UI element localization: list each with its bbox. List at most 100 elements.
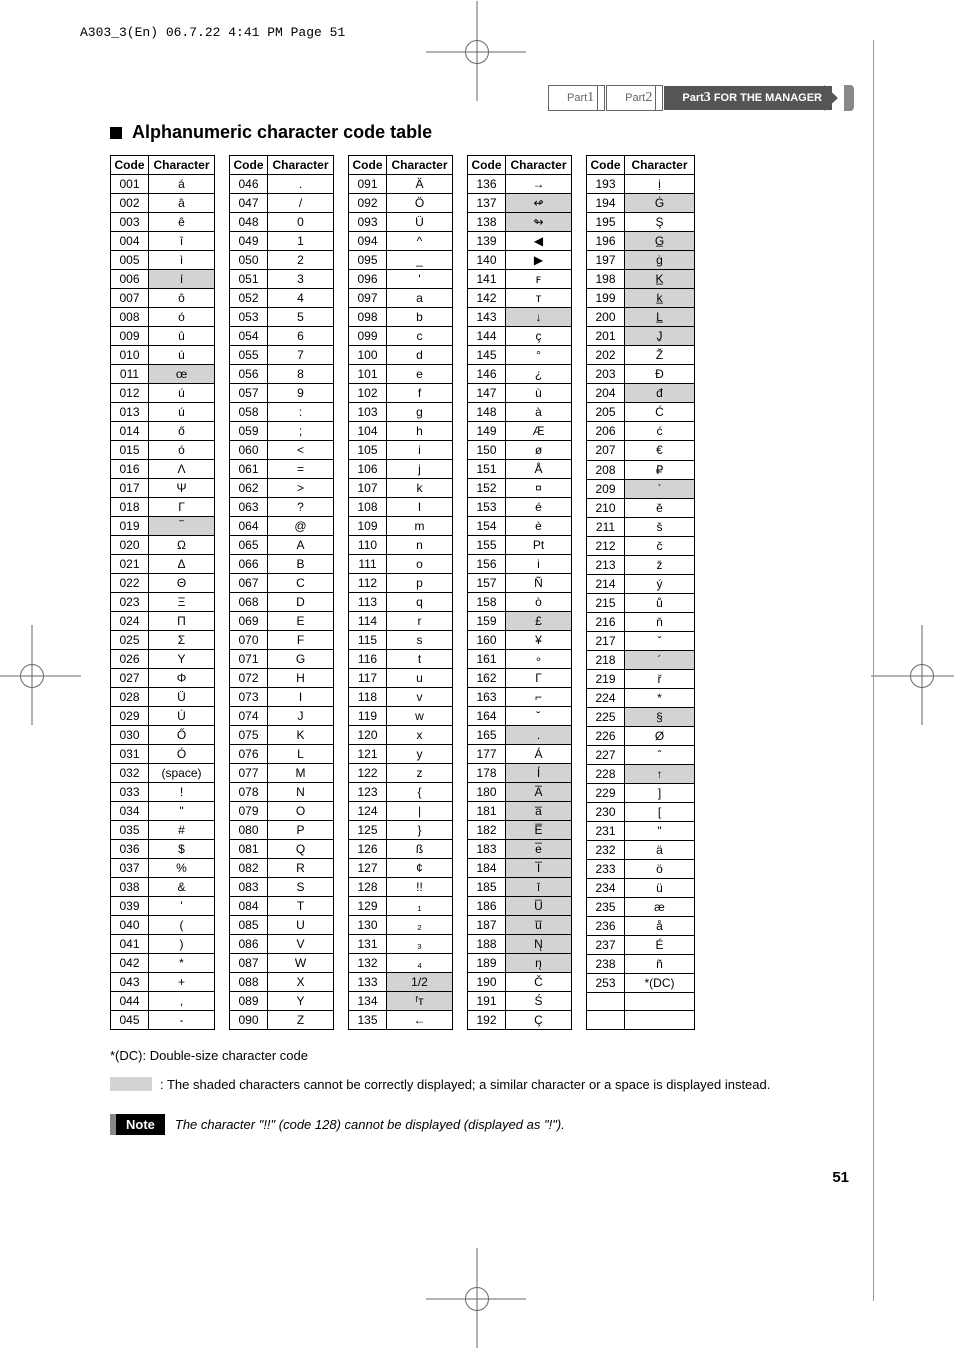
page-title: Alphanumeric character code table bbox=[132, 122, 432, 143]
table-cell-char: Ç bbox=[506, 1011, 572, 1030]
table-cell-code: 096 bbox=[349, 270, 387, 289]
table-cell-code: 090 bbox=[230, 1011, 268, 1030]
table-cell-char: Γ bbox=[506, 669, 572, 688]
table-cell-code: 078 bbox=[230, 783, 268, 802]
table-cell-char: ▶ bbox=[506, 251, 572, 270]
table-cell-code: 017 bbox=[111, 479, 149, 498]
table-cell-code: 059 bbox=[230, 422, 268, 441]
table-cell-char: ₄ bbox=[387, 954, 453, 973]
code-table-2: CodeCharacter046.047/0480049105020513052… bbox=[229, 155, 334, 1030]
table-cell-code: 063 bbox=[230, 498, 268, 517]
table-cell-char: Ġ bbox=[625, 194, 695, 213]
table-cell-char: ò bbox=[506, 593, 572, 612]
table-cell-code: 180 bbox=[468, 783, 506, 802]
table-cell-char: & bbox=[149, 878, 215, 897]
table-cell-code: 016 bbox=[111, 460, 149, 479]
table-cell-code: 087 bbox=[230, 954, 268, 973]
table-cell-code: 122 bbox=[349, 764, 387, 783]
table-cell-char: ] bbox=[625, 784, 695, 803]
table-cell-char: i bbox=[506, 555, 572, 574]
table-cell-char: Ő bbox=[149, 726, 215, 745]
table-cell-code: 002 bbox=[111, 194, 149, 213]
table-cell-char: q bbox=[387, 593, 453, 612]
table-cell-code: 150 bbox=[468, 441, 506, 460]
table-cell-char: ġ bbox=[625, 251, 695, 270]
table-cell-char: é bbox=[506, 498, 572, 517]
table-cell-code: 204 bbox=[587, 384, 625, 403]
table-cell-char: Θ bbox=[149, 574, 215, 593]
table-cell-code: 013 bbox=[111, 403, 149, 422]
table-cell-char: c bbox=[387, 327, 453, 346]
table-cell-char: , bbox=[149, 992, 215, 1011]
table-cell-code: 215 bbox=[587, 593, 625, 612]
table-cell-code: 081 bbox=[230, 840, 268, 859]
table-cell-code: 015 bbox=[111, 441, 149, 460]
table-cell-code: 069 bbox=[230, 612, 268, 631]
table-cell-code: 029 bbox=[111, 707, 149, 726]
table-cell-char: < bbox=[268, 441, 334, 460]
table-cell-code: 159 bbox=[468, 612, 506, 631]
table-cell-code: 079 bbox=[230, 802, 268, 821]
table-cell-char: ú bbox=[149, 384, 215, 403]
table-cell-code: 131 bbox=[349, 935, 387, 954]
table-cell-code: 021 bbox=[111, 555, 149, 574]
table-cell-char: a̅ bbox=[506, 802, 572, 821]
table-cell-code: 086 bbox=[230, 935, 268, 954]
table-cell-code: 217 bbox=[587, 631, 625, 650]
table-cell-char: y bbox=[387, 745, 453, 764]
table-cell-code: 011 bbox=[111, 365, 149, 384]
table-cell-char: ž bbox=[625, 555, 695, 574]
table-cell-char: n̨ bbox=[506, 954, 572, 973]
table-cell-char: K̲ bbox=[625, 270, 695, 289]
table-cell-char: ī bbox=[506, 878, 572, 897]
table-cell-char: f bbox=[387, 384, 453, 403]
table-cell-code: 145 bbox=[468, 346, 506, 365]
table-cell-char: !! bbox=[387, 878, 453, 897]
table-cell-code: 110 bbox=[349, 536, 387, 555]
table-cell-char: à bbox=[506, 403, 572, 422]
code-table-1: CodeCharacter001á002â003ê004î005ì006í007… bbox=[110, 155, 215, 1030]
th-code: Code bbox=[349, 156, 387, 175]
table-cell-code: 051 bbox=[230, 270, 268, 289]
table-cell-code: 034 bbox=[111, 802, 149, 821]
table-cell-char: Ø bbox=[625, 726, 695, 745]
table-cell-code: 141 bbox=[468, 270, 506, 289]
table-cell-char: ꜰ bbox=[506, 270, 572, 289]
table-cell-code: 218 bbox=[587, 650, 625, 669]
table-cell-char: Ä bbox=[387, 175, 453, 194]
table-cell-char: ő bbox=[149, 422, 215, 441]
breadcrumb-part1: Part1 bbox=[548, 85, 605, 111]
table-cell-char: (space) bbox=[149, 764, 215, 783]
table-cell-char: I bbox=[268, 688, 334, 707]
table-cell-char: ‾ bbox=[149, 517, 215, 536]
table-cell-code: 160 bbox=[468, 631, 506, 650]
table-cell-char: Ö bbox=[387, 194, 453, 213]
table-cell-char: Á bbox=[506, 745, 572, 764]
table-cell-char: A̅ bbox=[506, 783, 572, 802]
table-cell-char: ó bbox=[149, 441, 215, 460]
th-char: Character bbox=[506, 156, 572, 175]
table-cell-code: 075 bbox=[230, 726, 268, 745]
breadcrumb-cap-icon bbox=[844, 85, 854, 111]
table-cell-char: 1/2 bbox=[387, 973, 453, 992]
table-cell-code: 001 bbox=[111, 175, 149, 194]
table-cell-code: 206 bbox=[587, 422, 625, 441]
table-cell-char: " bbox=[625, 822, 695, 841]
crop-mark-right bbox=[910, 664, 934, 688]
table-cell-code: 053 bbox=[230, 308, 268, 327]
table-cell-code: 039 bbox=[111, 897, 149, 916]
table-cell-char: Ü bbox=[149, 688, 215, 707]
table-cell-code: 152 bbox=[468, 479, 506, 498]
table-cell-char: 1 bbox=[268, 232, 334, 251]
table-cell-code: 132 bbox=[349, 954, 387, 973]
table-cell-code: 046 bbox=[230, 175, 268, 194]
table-cell-code: 213 bbox=[587, 555, 625, 574]
table-cell-char: á bbox=[149, 175, 215, 194]
table-cell-char: M bbox=[268, 764, 334, 783]
table-cell-code: 142 bbox=[468, 289, 506, 308]
table-cell-code: 105 bbox=[349, 441, 387, 460]
table-cell-char: å bbox=[625, 917, 695, 936]
table-cell-char: = bbox=[268, 460, 334, 479]
table-cell-char: R bbox=[268, 859, 334, 878]
table-cell-code: 194 bbox=[587, 194, 625, 213]
